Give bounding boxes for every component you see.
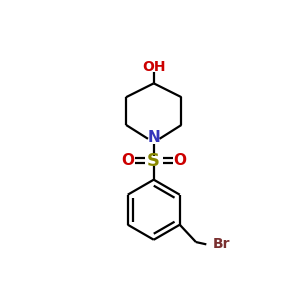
Text: N: N (147, 130, 160, 145)
Text: OH: OH (142, 60, 166, 74)
Text: S: S (147, 152, 160, 170)
Text: Br: Br (213, 237, 230, 251)
Text: O: O (121, 153, 134, 168)
Text: O: O (174, 153, 187, 168)
